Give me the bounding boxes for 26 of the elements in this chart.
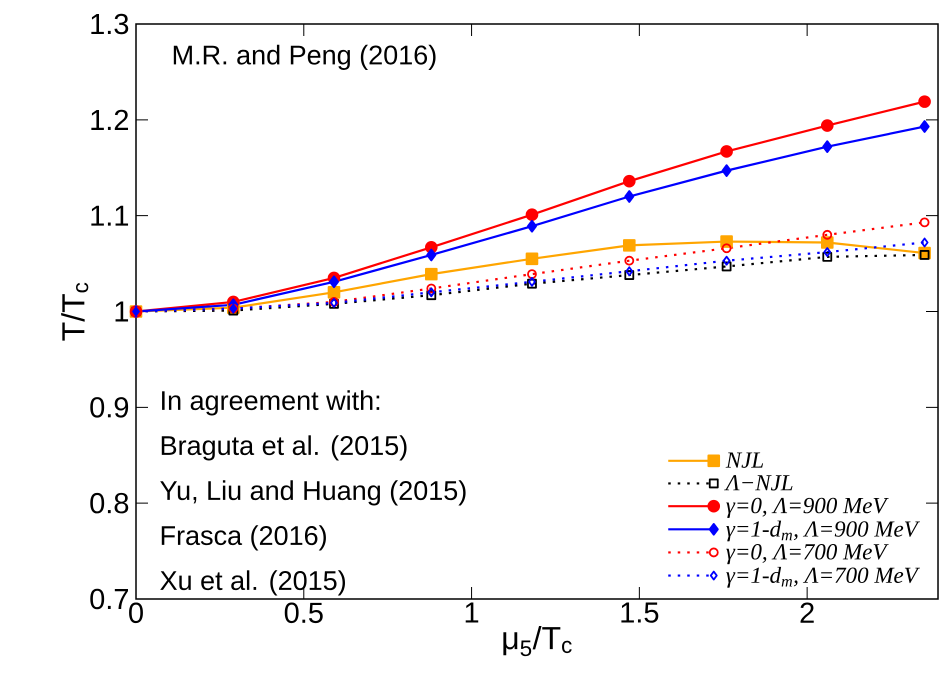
y-tick-label: 1.1 — [91, 206, 128, 226]
y-tick-label: 1 — [116, 302, 128, 322]
annotation: Xu et al. (2015) — [160, 570, 345, 596]
y-tick-label: 0.9 — [90, 397, 128, 418]
y-tick-label: 0.8 — [90, 492, 128, 514]
legend-label: γ=0, Λ=900 MeV — [726, 498, 889, 518]
x-tick-label: 1 — [466, 602, 478, 622]
y-tick-label: 0.7 — [90, 588, 128, 610]
legend-label: NJL — [726, 452, 764, 468]
y-axis-title: T/T$_{c}$ — [61, 282, 88, 341]
annotation: Yu, Liu and Huang (2015) — [160, 480, 466, 506]
x-tick-label: 0.5 — [284, 602, 323, 624]
legend-label: γ=1-d$_{m}$, Λ=900 MeV — [726, 520, 920, 542]
legend-label: Λ−NJL — [724, 475, 792, 491]
x-tick-label: 0 — [129, 602, 143, 624]
x-tick-label: 2 — [800, 602, 814, 623]
annotation: M.R. and Peng (2016) — [174, 44, 436, 70]
x-axis-title: μ$_{5}$/T$_{c}$ — [503, 626, 572, 656]
legend-label: γ=0, Λ=700 MeV — [726, 544, 889, 564]
annotation: Braguta et al. (2015) — [162, 435, 407, 460]
x-tick-label: 1.5 — [621, 602, 658, 623]
y-tick-label: 1.3 — [91, 14, 128, 34]
annotation: In agreement with: — [162, 390, 380, 416]
legend-label: γ=1-d$_{m}$, Λ=700 MeV — [726, 566, 920, 588]
annotation: Frasca (2016) — [162, 525, 326, 550]
y-tick-label: 1.2 — [91, 110, 128, 130]
